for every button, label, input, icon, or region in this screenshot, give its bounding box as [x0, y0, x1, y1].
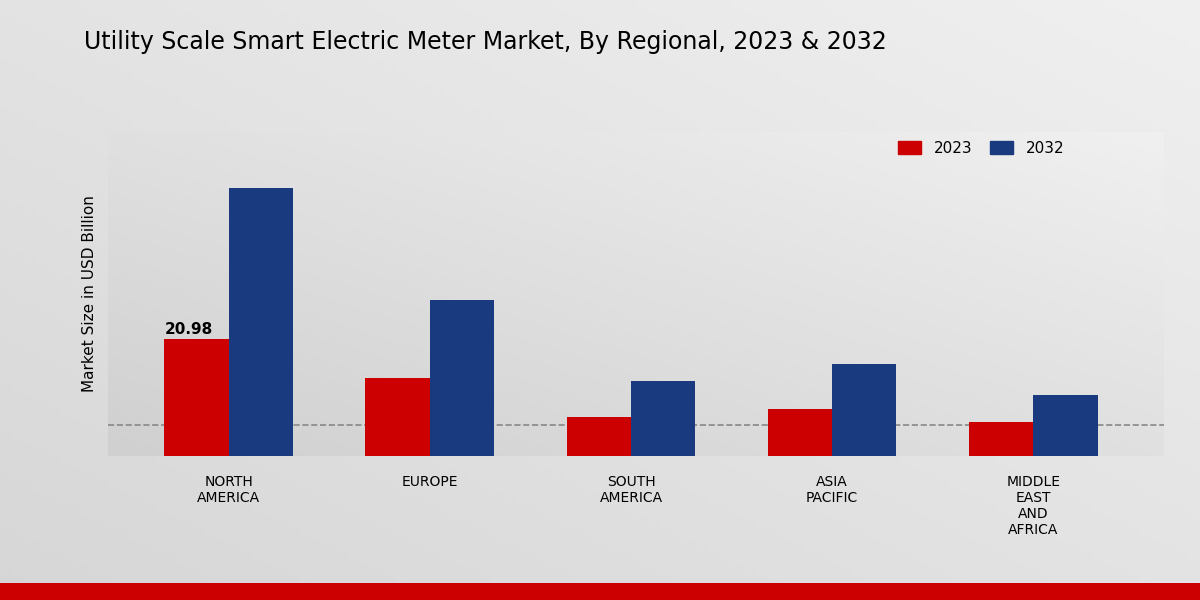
Bar	[430, 299, 494, 456]
Bar	[164, 339, 229, 456]
Bar	[631, 380, 695, 456]
Bar	[366, 378, 430, 456]
Text: 20.98: 20.98	[164, 322, 212, 337]
Bar	[768, 409, 832, 456]
Text: Utility Scale Smart Electric Meter Market, By Regional, 2023 & 2032: Utility Scale Smart Electric Meter Marke…	[84, 30, 887, 54]
Bar	[1033, 395, 1098, 456]
Bar	[832, 364, 896, 456]
Legend: 2023, 2032: 2023, 2032	[890, 133, 1072, 164]
Bar	[968, 422, 1033, 456]
Bar	[566, 417, 631, 456]
Y-axis label: Market Size in USD Billion: Market Size in USD Billion	[82, 196, 97, 392]
Bar	[229, 188, 293, 456]
